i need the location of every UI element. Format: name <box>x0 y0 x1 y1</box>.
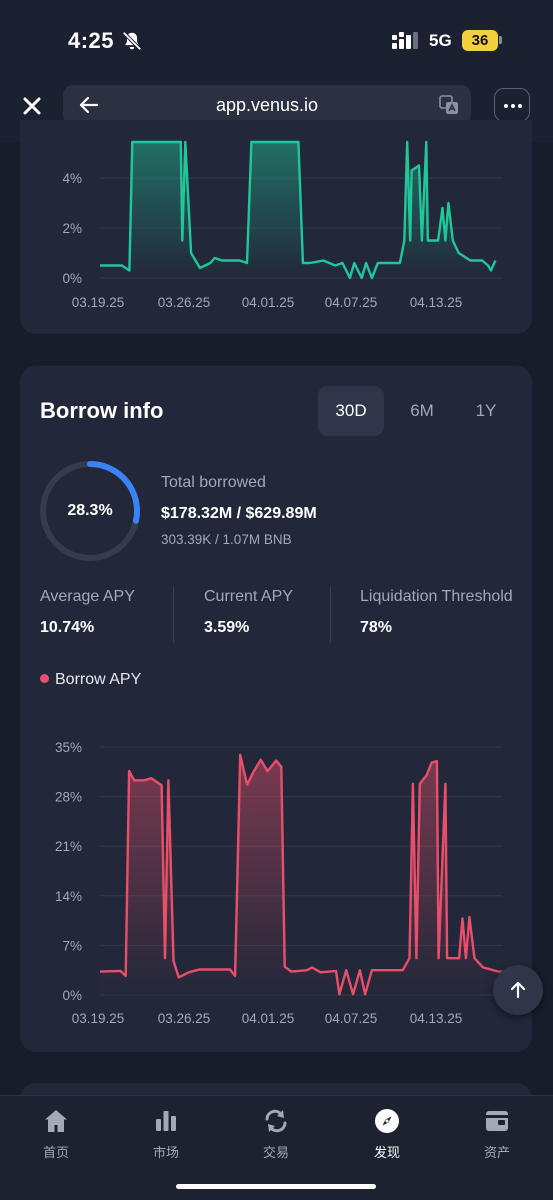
browser-toolbar: app.venus.io <box>0 80 553 142</box>
nav-assets[interactable]: 资产 <box>457 1108 537 1161</box>
stat-value: 3.59% <box>204 619 250 636</box>
period-tabs: 30D 6M 1Y <box>318 386 518 436</box>
close-icon[interactable] <box>18 92 46 120</box>
supply-chart-card: 4% 2% 0% 03.19.25 03.26.25 04.01.25 04.07.25 04… <box>20 120 532 334</box>
status-bar: 4:25 5G 36 <box>0 0 553 80</box>
battery-tip <box>499 36 502 44</box>
y-tick-label: 4% <box>62 171 82 186</box>
x-tick-label: 04.01.25 <box>242 295 295 310</box>
url-text: app.venus.io <box>215 95 319 115</box>
market-icon <box>156 1111 176 1131</box>
nav-label: 资产 <box>483 1146 510 1161</box>
clock: 4:25 <box>68 28 115 53</box>
nav-label: 首页 <box>42 1146 69 1161</box>
x-tick-label: 04.13.25 <box>410 295 463 310</box>
section-title: Borrow info <box>40 398 164 423</box>
back-arrow-icon[interactable] <box>79 96 99 114</box>
series-area <box>100 142 496 278</box>
more-dot-icon <box>511 104 515 108</box>
y-tick-label: 14% <box>55 889 82 904</box>
tab-6m[interactable]: 6M <box>410 401 434 420</box>
nav-market[interactable]: 市场 <box>126 1108 206 1161</box>
wallet-icon <box>486 1111 508 1131</box>
nav-label: 发现 <box>373 1146 400 1161</box>
total-borrowed-value: $178.32M / $629.89M <box>161 505 317 522</box>
divider <box>173 587 174 643</box>
tab-30d[interactable]: 30D <box>318 386 384 436</box>
compass-icon <box>375 1109 399 1133</box>
series-line <box>99 753 524 996</box>
battery-level: 36 <box>462 30 498 51</box>
stat-value: 10.74% <box>40 619 95 636</box>
utilization-value: 28.3% <box>67 502 113 519</box>
utilization-donut <box>40 461 140 561</box>
network-type: 5G <box>429 31 452 50</box>
y-tick-label: 35% <box>55 740 82 755</box>
legend-label: Borrow APY <box>55 671 142 688</box>
more-dot-icon <box>518 104 522 108</box>
y-tick-label: 7% <box>62 938 82 953</box>
x-tick-label: 04.07.25 <box>325 295 378 310</box>
arrow-up-icon <box>510 981 526 999</box>
home-icon <box>45 1110 67 1132</box>
borrow-info-card: Borrow info 30D 6M 1Y 28.3% Total borrow… <box>20 366 532 1052</box>
x-tick-label: 04.13.25 <box>410 1011 463 1026</box>
stat-average-apy: Average APY 10.74% <box>40 588 135 637</box>
series-area <box>100 754 523 995</box>
y-tick-label: 0% <box>62 988 82 1003</box>
stat-current-apy: Current APY 3.59% <box>204 588 293 637</box>
stat-label: Current APY <box>204 588 293 605</box>
x-tick-label: 03.19.25 <box>72 295 125 310</box>
more-dot-icon <box>504 104 508 108</box>
nav-label: 交易 <box>262 1146 289 1161</box>
signal-icon <box>392 32 418 49</box>
more-options-button[interactable] <box>494 88 530 122</box>
stat-label: Average APY <box>40 588 135 605</box>
bottom-navigation: 首页 市场 交易 发现 资产 <box>0 1095 553 1200</box>
x-tick-label: 03.26.25 <box>158 295 211 310</box>
nav-trade[interactable]: 交易 <box>236 1108 316 1161</box>
stat-liquidation-threshold: Liquidation Threshold 78% <box>360 588 513 637</box>
x-tick-label: 04.01.25 <box>242 1011 295 1026</box>
y-tick-label: 28% <box>55 790 82 805</box>
borrow-apy-chart: 35% 28% 21% 14% 7% 0% 03.19.25 03.26.25 04.01.25… <box>55 740 524 1026</box>
y-tick-label: 2% <box>62 221 82 236</box>
scroll-to-top-button[interactable] <box>493 965 543 1015</box>
bell-muted-icon <box>122 31 142 51</box>
trade-icon <box>265 1109 287 1133</box>
y-tick-label: 0% <box>62 271 82 286</box>
stat-label: Liquidation Threshold <box>360 588 513 605</box>
x-tick-label: 03.26.25 <box>158 1011 211 1026</box>
nav-label: 市场 <box>152 1146 179 1161</box>
x-tick-label: 04.07.25 <box>325 1011 378 1026</box>
divider <box>330 587 331 643</box>
x-tick-label: 03.19.25 <box>72 1011 125 1026</box>
chart-legend: Borrow APY <box>40 671 141 689</box>
home-indicator <box>176 1184 376 1189</box>
total-borrowed-label: Total borrowed <box>161 474 266 491</box>
nav-home[interactable]: 首页 <box>16 1108 96 1161</box>
series-line <box>100 140 497 280</box>
address-bar[interactable]: app.venus.io <box>63 85 471 125</box>
tab-1y[interactable]: 1Y <box>475 401 497 420</box>
translate-icon[interactable] <box>439 95 459 115</box>
legend-dot <box>40 674 49 683</box>
supply-apy-chart: 4% 2% 0% 03.19.25 03.26.25 04.01.25 04.07.25 04… <box>62 140 502 310</box>
total-borrowed-token: 303.39K / 1.07M BNB <box>161 532 292 547</box>
nav-discover[interactable]: 发现 <box>347 1108 427 1161</box>
stat-value: 78% <box>360 619 393 636</box>
y-tick-label: 21% <box>55 839 82 854</box>
